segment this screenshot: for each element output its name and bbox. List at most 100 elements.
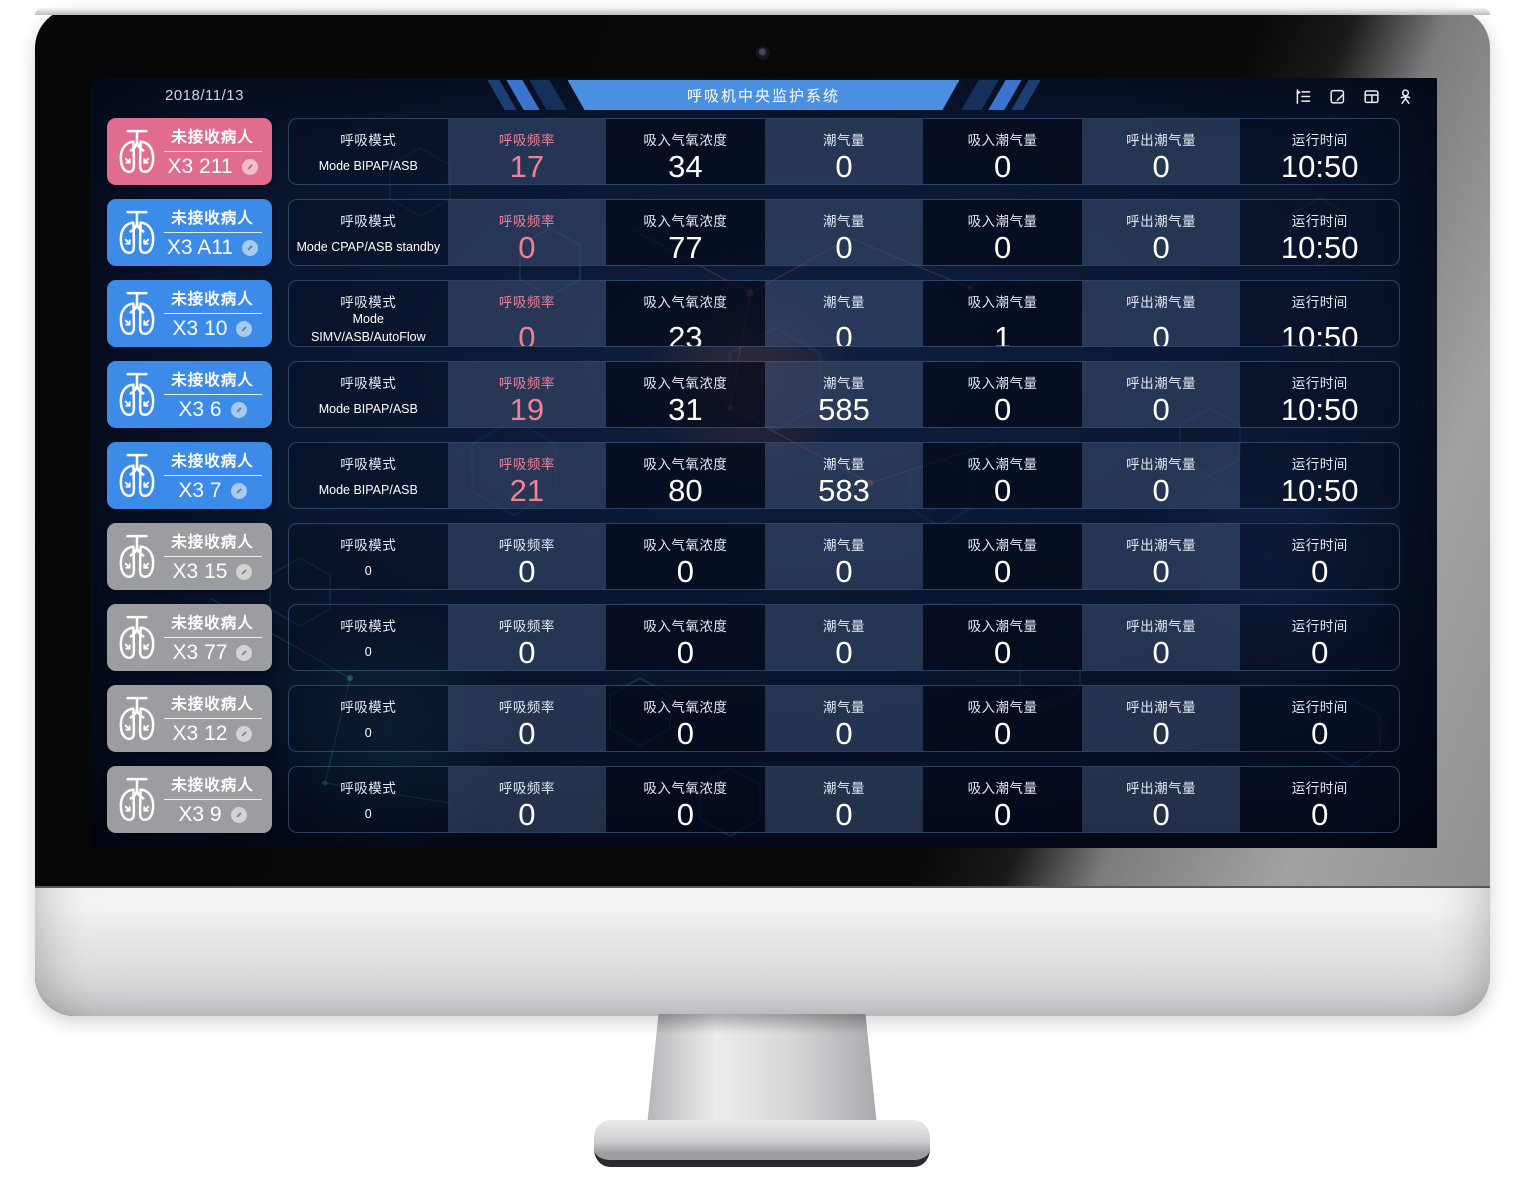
tidal-cell: 潮气量 0 [764,524,924,589]
rate-cell: 呼吸频率 0 [447,281,607,347]
device-id: X3 12 [172,721,228,745]
device-id: X3 6 [178,397,222,421]
metric-value: 0 [835,554,853,589]
tidal-cell: 潮气量 0 [764,767,924,832]
patient-row: 未接收病人 X3 77 呼吸模式 0 呼吸频率 0 吸入气氧浓度 [107,604,1400,671]
edit-note-icon[interactable] [1328,87,1347,106]
edit-badge-icon[interactable] [236,563,253,580]
column-label: 呼吸频率 [498,457,555,472]
patient-card[interactable]: 未接收病人 X3 211 [107,118,272,185]
patient-status: 未接收病人 [171,128,254,146]
metric-value: Mode BIPAP/ASB [318,401,418,416]
monitor-row-panel[interactable]: 呼吸模式 0 呼吸频率 0 吸入气氧浓度 0 潮气量 0 吸入潮气量 0 呼出潮… [288,604,1400,671]
layout-grid-icon[interactable] [1362,87,1381,106]
edit-badge-icon[interactable] [236,320,253,337]
user-icon[interactable] [1396,87,1415,106]
lungs-icon [119,372,155,416]
monitor-row-panel[interactable]: 呼吸模式 Mode SIMV/ASB/AutoFlow standby 呼吸频率… [288,280,1400,347]
column-label: 呼吸模式 [340,457,397,472]
column-label: 呼吸模式 [340,781,397,796]
collapse-menu-icon[interactable] [1294,87,1313,106]
patient-card[interactable]: 未接收病人 X3 6 [107,361,272,428]
column-label: 吸入潮气量 [967,133,1038,148]
metric-value: 0 [993,149,1012,184]
column-label: 潮气量 [822,457,865,472]
metric-value: Mode CPAP/ASB standby [296,239,441,254]
lungs-icon [119,453,155,497]
monitor-row-panel[interactable]: 呼吸模式 Mode BIPAP/ASB 呼吸频率 19 吸入气氧浓度 31 潮气… [288,361,1400,428]
patient-card[interactable]: 未接收病人 X3 12 [107,685,272,752]
patient-row: 未接收病人 X3 6 呼吸模式 Mode BIPAP/ASB 呼吸频率 19 [107,361,1400,428]
metric-value: 1 [993,319,1012,347]
column-label: 运行时间 [1291,781,1348,796]
edit-badge-icon[interactable] [230,806,247,823]
tidal-cell: 潮气量 0 [764,686,924,751]
patient-card[interactable]: 未接收病人 X3 77 [107,604,272,671]
column-label: 呼吸模式 [340,295,397,310]
tidal-cell: 潮气量 0 [764,281,924,346]
rate-cell: 呼吸频率 0 [447,686,607,751]
tidal-cell: 潮气量 0 [764,200,924,265]
metric-value: Mode BIPAP/ASB [318,158,418,173]
lungs-icon [119,129,155,173]
rate-cell: 呼吸频率 0 [447,605,607,670]
metric-value: 0 [993,473,1012,508]
column-label: 运行时间 [1291,538,1348,553]
card-divider [163,798,262,800]
edit-badge-icon[interactable] [236,725,253,742]
edit-badge-icon[interactable] [236,644,253,661]
metric-value: 19 [509,392,545,427]
card-divider [163,555,262,557]
metric-value: 0 [993,392,1012,427]
metric-value: 80 [668,473,703,508]
device-id: X3 9 [178,802,222,826]
column-label: 运行时间 [1291,619,1348,634]
column-label: 吸入气氧浓度 [643,376,728,391]
column-label: 吸入潮气量 [967,781,1038,796]
edit-badge-icon[interactable] [230,482,247,499]
edit-badge-icon[interactable] [241,158,258,175]
column-label: 呼吸模式 [340,376,397,391]
card-divider [163,636,262,638]
patient-card[interactable]: 未接收病人 X3 10 [107,280,272,347]
monitor-row-panel[interactable]: 呼吸模式 Mode BIPAP/ASB 呼吸频率 17 吸入气氧浓度 34 潮气… [288,118,1400,185]
metric-value: 0 [518,319,536,347]
column-label: 呼出潮气量 [1126,376,1197,391]
insp-tidal-cell: 吸入潮气量 0 [923,119,1082,184]
monitor-row-panel[interactable]: 呼吸模式 Mode CPAP/ASB standby 呼吸频率 0 吸入气氧浓度… [288,199,1400,266]
monitor-row-panel[interactable]: 呼吸模式 0 呼吸频率 0 吸入气氧浓度 0 潮气量 0 吸入潮气量 0 呼出潮… [288,523,1400,590]
edit-badge-icon[interactable] [242,239,259,256]
patient-card[interactable]: 未接收病人 X3 15 [107,523,272,590]
patient-status: 未接收病人 [171,452,254,470]
monitor-row-panel[interactable]: 呼吸模式 0 呼吸频率 0 吸入气氧浓度 0 潮气量 0 吸入潮气量 0 呼出潮… [288,685,1400,752]
metric-value: 0 [518,635,536,670]
column-label: 呼出潮气量 [1126,295,1197,310]
metric-value: 0 [518,554,536,589]
patient-card[interactable]: 未接收病人 X3 7 [107,442,272,509]
patient-row: 未接收病人 X3 10 呼吸模式 Mode SIMV/ASB/AutoFlow … [107,280,1400,347]
column-label: 呼出潮气量 [1126,700,1197,715]
metric-value: 0 [676,716,695,751]
tidal-cell: 潮气量 0 [764,605,924,670]
monitor-row-panel[interactable]: 呼吸模式 0 呼吸频率 0 吸入气氧浓度 0 潮气量 0 吸入潮气量 0 呼出潮… [288,766,1400,833]
patient-status: 未接收病人 [171,371,254,389]
runtime-cell: 运行时间 10:50 [1240,281,1399,346]
patient-row-list: 未接收病人 X3 211 呼吸模式 Mode BIPAP/ASB 呼吸频率 17 [107,118,1400,833]
column-label: 潮气量 [822,700,865,715]
column-label: 潮气量 [822,538,865,553]
insp-tidal-cell: 吸入潮气量 0 [923,524,1082,589]
monitor-row-panel[interactable]: 呼吸模式 Mode BIPAP/ASB 呼吸频率 21 吸入气氧浓度 80 潮气… [288,442,1400,509]
metric-value: 77 [668,230,703,265]
tidal-cell: 潮气量 0 [764,119,924,184]
column-label: 呼吸模式 [340,619,397,634]
patient-status: 未接收病人 [171,533,254,551]
patient-card[interactable]: 未接收病人 X3 9 [107,766,272,833]
metric-value: 0 [1152,473,1170,508]
edit-badge-icon[interactable] [230,401,247,418]
column-label: 潮气量 [822,619,865,634]
mode-cell: 呼吸模式 Mode CPAP/ASB standby [289,200,448,265]
patient-card[interactable]: 未接收病人 X3 A11 [107,199,272,266]
exp-tidal-cell: 呼出潮气量 0 [1081,200,1241,265]
metric-value: 0 [1152,230,1170,265]
lungs-icon [119,615,155,659]
